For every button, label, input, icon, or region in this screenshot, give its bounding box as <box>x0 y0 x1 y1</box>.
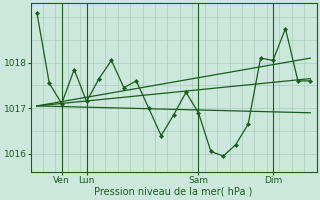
X-axis label: Pression niveau de la mer( hPa ): Pression niveau de la mer( hPa ) <box>94 187 253 197</box>
